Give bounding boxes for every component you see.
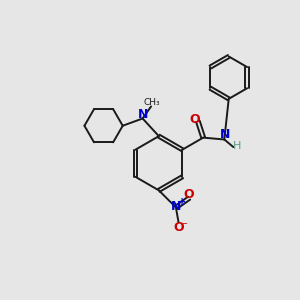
Text: H: H bbox=[233, 142, 242, 152]
Text: N: N bbox=[138, 108, 148, 121]
Text: O: O bbox=[184, 188, 194, 200]
Text: N: N bbox=[171, 200, 181, 213]
Text: O: O bbox=[189, 112, 200, 125]
Text: O: O bbox=[173, 221, 184, 234]
Text: +: + bbox=[178, 197, 186, 207]
Text: ⁻: ⁻ bbox=[182, 222, 188, 232]
Text: CH₃: CH₃ bbox=[144, 98, 160, 107]
Text: N: N bbox=[219, 128, 230, 141]
